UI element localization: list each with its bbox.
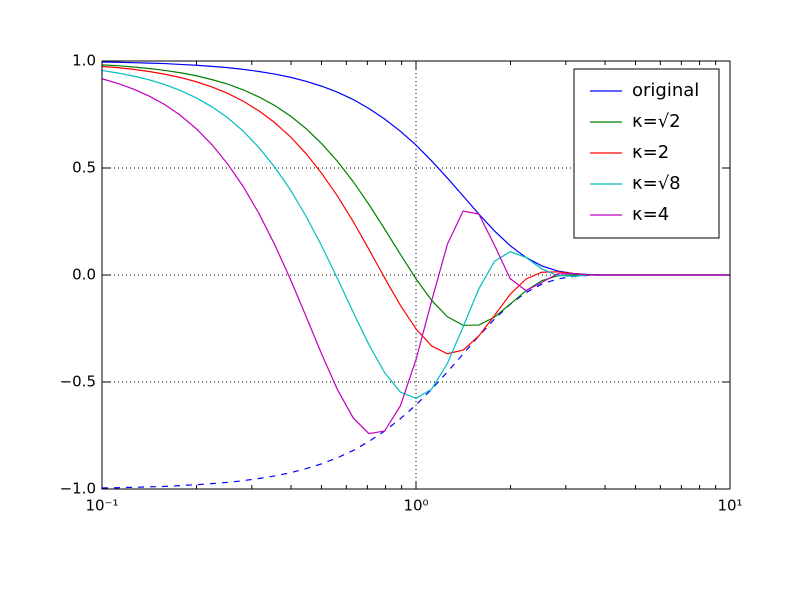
x-tick-label: 10⁻¹ <box>85 497 118 515</box>
legend-label: κ=√2 <box>632 111 681 132</box>
y-tick-label: 1.0 <box>72 52 96 70</box>
y-tick-label: −1.0 <box>60 480 96 498</box>
legend-label: κ=4 <box>632 204 669 225</box>
y-tick-label: −0.5 <box>60 373 96 391</box>
y-tick-label: 0.5 <box>72 159 96 177</box>
legend-label: original <box>632 80 699 101</box>
x-tick-label: 10¹ <box>717 497 742 515</box>
series-line <box>101 78 730 435</box>
plot-frame <box>101 60 731 490</box>
y-tick-label: 0.0 <box>72 266 96 284</box>
x-tick-label: 10⁰ <box>403 497 428 515</box>
legend-label: κ=√8 <box>632 173 681 194</box>
legend-label: κ=2 <box>632 142 669 163</box>
